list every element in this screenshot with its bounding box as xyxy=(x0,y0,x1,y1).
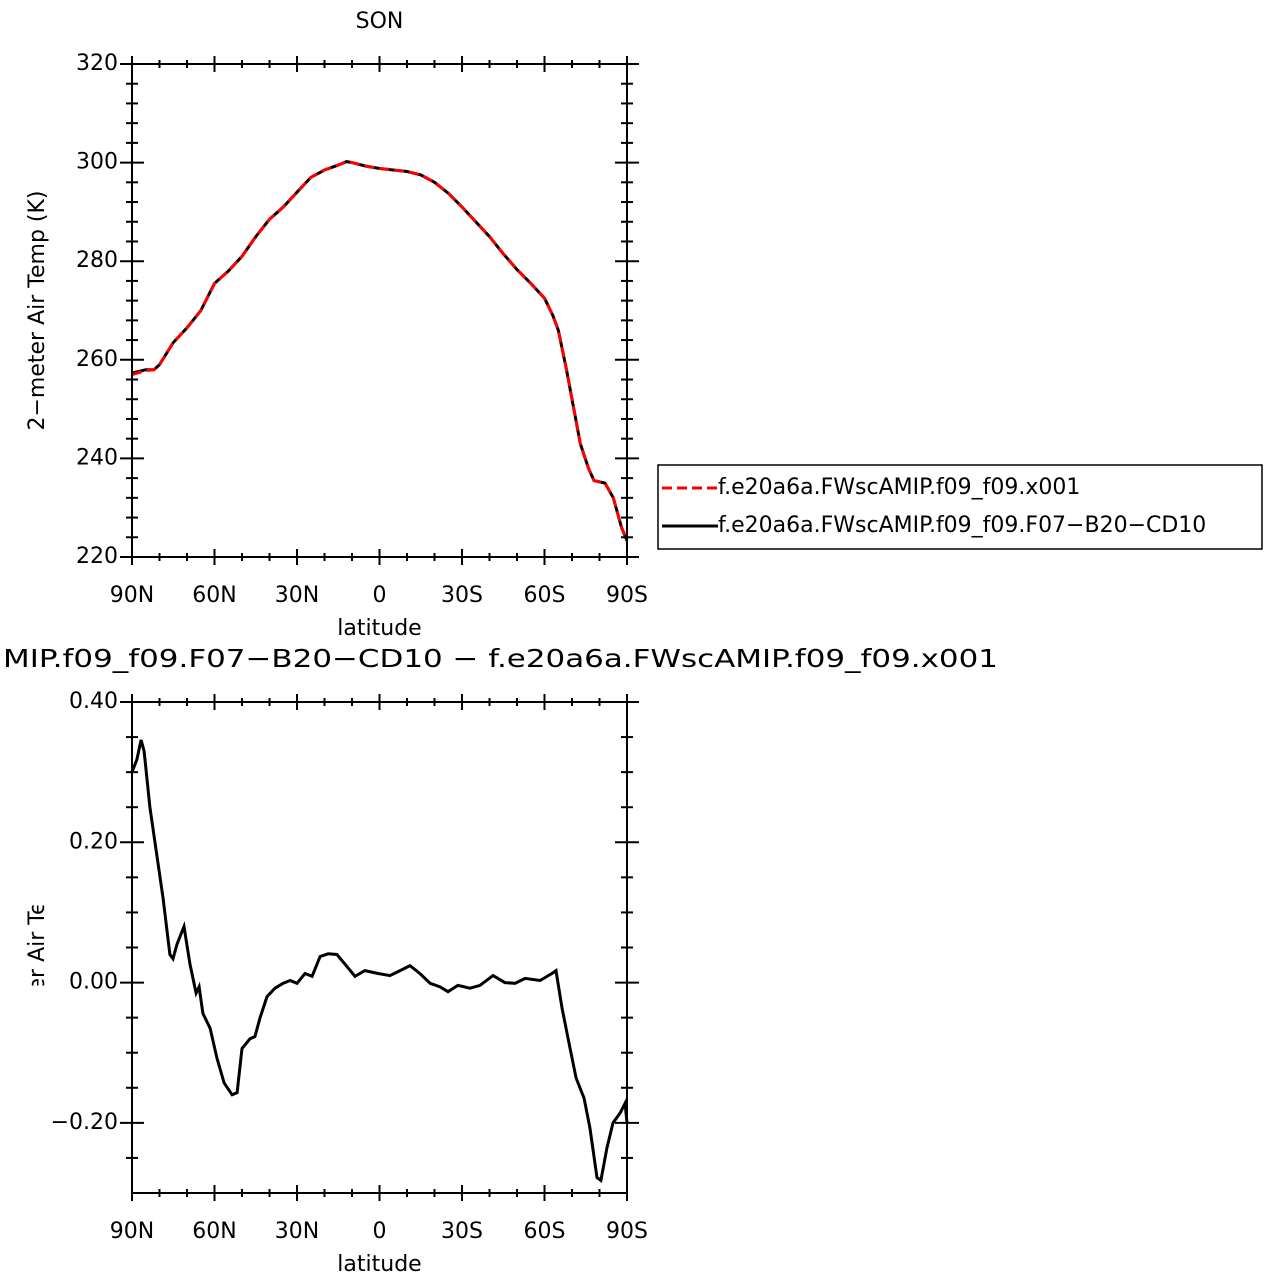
y-tick-label: −0.20 xyxy=(51,1110,118,1135)
y-axis-label: 2−meter Air Temp (K) xyxy=(25,190,50,430)
legend-label: f.e20a6a.FWscAMIP.f09_f09.x001 xyxy=(718,475,1080,500)
x-axis-label: latitude xyxy=(337,1252,421,1277)
y-tick-label: 240 xyxy=(76,445,118,470)
legend-label: f.e20a6a.FWscAMIP.f09_f09.F07−B20−CD10 xyxy=(718,513,1206,538)
plot-frame xyxy=(131,63,628,558)
x-tick-label: 90S xyxy=(606,1219,648,1244)
data-line xyxy=(130,739,629,1183)
x-tick-label: 60N xyxy=(192,583,236,608)
x-tick-label: 30S xyxy=(441,583,483,608)
y-tick-label: 0.00 xyxy=(69,970,118,995)
chart-title: MIP.f09_f09.F07−B20−CD10 − f.e20a6a.FWsc… xyxy=(3,644,998,673)
x-tick-label: 90N xyxy=(110,583,154,608)
y-tick-label: 0.40 xyxy=(69,689,118,714)
y-tick-label: 280 xyxy=(76,248,118,273)
y-tick-label: 320 xyxy=(76,51,118,76)
x-tick-label: 30N xyxy=(275,583,319,608)
x-tick-label: 30S xyxy=(441,1219,483,1244)
y-tick-label: 300 xyxy=(76,150,118,175)
chart-title: SON xyxy=(356,9,404,34)
x-tick-label: 60S xyxy=(524,1219,566,1244)
plot-frame xyxy=(131,701,628,1194)
y-tick-label: 260 xyxy=(76,347,118,372)
x-tick-label: 0 xyxy=(373,583,387,608)
x-tick-label: 0 xyxy=(373,1219,387,1244)
y-tick-label: 220 xyxy=(76,544,118,569)
y-tick-label: 0.20 xyxy=(69,829,118,854)
legend-box xyxy=(657,464,1263,550)
x-tick-label: 60N xyxy=(192,1219,236,1244)
x-tick-label: 90S xyxy=(606,583,648,608)
x-tick-label: 30N xyxy=(275,1219,319,1244)
data-line xyxy=(131,160,629,541)
data-line xyxy=(131,160,629,542)
x-tick-label: 90N xyxy=(110,1219,154,1244)
x-axis-label: latitude xyxy=(337,616,421,641)
y-axis-label: 2−meter Air Temp (K) xyxy=(25,827,50,1067)
x-tick-label: 60S xyxy=(524,583,566,608)
